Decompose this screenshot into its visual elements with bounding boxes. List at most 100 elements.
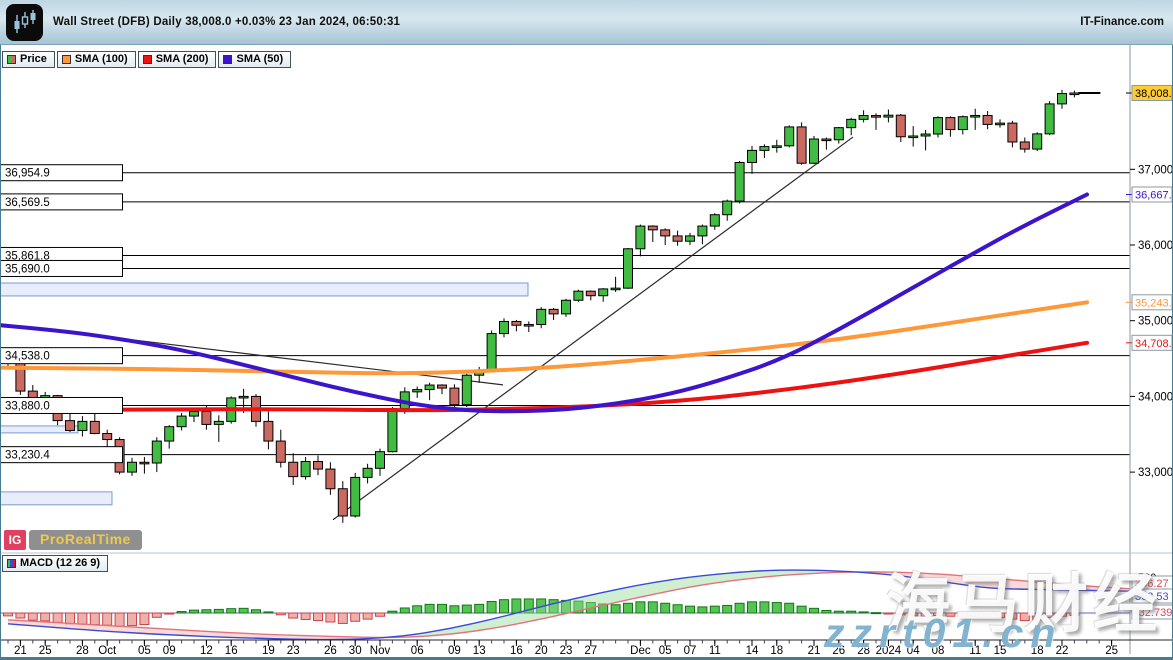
sma200-marker-label: 34,708..	[1135, 338, 1173, 350]
time-tick-label: Nov	[370, 645, 391, 657]
level-label: 33,880.0	[5, 400, 50, 412]
time-tick-label: 16	[225, 645, 238, 657]
macd-bar	[895, 612, 906, 616]
macd-bar	[1069, 612, 1080, 616]
macd-tab-label: MACD (12 26 9)	[20, 557, 101, 569]
candle-body	[89, 420, 100, 434]
candle-body	[747, 149, 757, 163]
candle-body	[102, 432, 113, 441]
time-axis[interactable]: 21 25 28 Oct 05 09 12 16 19 23 26 30 Nov 06 09 13 16 20 23…	[0, 639, 1173, 657]
candle-body	[821, 138, 832, 142]
ig-logo: IG	[4, 530, 26, 550]
macd-bar	[362, 612, 373, 620]
macd-bar	[660, 602, 671, 614]
legend-swatch-icon	[223, 55, 233, 64]
legend-swatch-icon	[61, 55, 71, 64]
macd-bar	[747, 601, 757, 614]
macd-bar	[523, 598, 534, 614]
macd-bar	[1019, 612, 1030, 622]
macd-indicator-tab[interactable]: MACD (12 26 9)	[2, 555, 109, 572]
legend-swatch-icon	[142, 55, 152, 64]
candle-body	[895, 114, 906, 138]
macd-bar	[1057, 612, 1067, 617]
macd-bar	[908, 612, 919, 617]
time-tick-label: 18	[1031, 645, 1044, 657]
price-tick-label: 33,000	[1138, 467, 1173, 479]
macd-bar	[499, 599, 509, 614]
legend-tab-price[interactable]: Price	[2, 51, 55, 68]
candle-body	[685, 235, 695, 242]
macd-bar	[449, 605, 460, 614]
candle-body	[387, 408, 398, 453]
candle-body	[449, 387, 460, 406]
macd-bar	[635, 601, 646, 614]
candle-body	[424, 384, 435, 391]
macd-bar	[461, 604, 472, 614]
macd-bar	[486, 600, 497, 614]
macd-bar	[151, 612, 162, 618]
time-tick-label: 08	[932, 645, 945, 657]
sma100-line[interactable]	[0, 300, 1089, 376]
time-tick-label: 09	[448, 645, 461, 657]
candle-body	[337, 488, 348, 517]
legend-tab-sma-100[interactable]: SMA (100)	[56, 51, 136, 68]
price-zone[interactable]	[0, 282, 529, 297]
legend-tab-label: Price	[20, 53, 47, 65]
macd-bar	[995, 612, 1005, 619]
candle-body	[833, 127, 844, 141]
candle-body	[127, 461, 137, 473]
candle-body	[412, 389, 423, 393]
candle-body	[486, 333, 497, 372]
candle-body	[499, 320, 509, 335]
time-tick-label: Dec	[630, 645, 651, 657]
sma100-marker: 35,243..	[1126, 294, 1173, 311]
candle-body	[523, 323, 534, 327]
candle-body	[883, 114, 894, 118]
legend-tab-sma-200[interactable]: SMA (200)	[137, 51, 217, 68]
candle-body	[585, 290, 596, 297]
candle-body	[660, 229, 671, 237]
macd-fill	[8, 619, 386, 641]
candle-body	[858, 115, 869, 120]
level-label: 35,861.8	[5, 250, 50, 262]
level-label: 36,569.5	[5, 197, 50, 209]
candle-body	[1069, 92, 1080, 96]
time-tick-label: 11	[969, 645, 981, 657]
time-tick-label: Oct	[98, 645, 117, 657]
macd-bar	[647, 601, 658, 614]
sma200-marker: 34,708..	[1126, 334, 1173, 351]
macd-bar	[102, 612, 113, 626]
sma50-line[interactable]	[0, 192, 1089, 414]
macd-bar	[350, 612, 361, 622]
level-label: 36,954.9	[5, 168, 50, 180]
macd-bar	[164, 612, 175, 615]
macd-bar	[759, 601, 770, 614]
price-zone[interactable]	[0, 491, 113, 506]
macd-bar	[313, 612, 323, 622]
macd-bar	[412, 605, 423, 614]
candle-body	[1007, 122, 1018, 143]
level-label: 35,690.0	[5, 263, 50, 275]
candle-body	[982, 114, 993, 125]
macd-bar	[300, 612, 311, 620]
price-tick-label: 35,000	[1138, 316, 1173, 328]
legend-tab-label: SMA (100)	[74, 53, 128, 65]
macd-bar	[474, 603, 485, 614]
legend-bar: Price SMA (100) SMA (200) SMA (50)	[2, 51, 292, 68]
trendline[interactable]	[332, 136, 854, 521]
macd-bar	[945, 612, 956, 617]
macd-bar	[722, 604, 733, 614]
macd-bar	[610, 604, 621, 614]
candle-body	[672, 235, 683, 242]
time-tick-label: 13	[473, 645, 486, 657]
price-axis[interactable]: 37,000 36,000 35,000 34,000 33,000	[1130, 164, 1173, 479]
candle-body	[461, 374, 472, 406]
candle-body	[151, 440, 162, 464]
time-tick-label: 09	[163, 645, 176, 657]
time-tick-label: 04	[907, 645, 920, 657]
macd-bar	[399, 607, 410, 614]
candle-body	[771, 145, 782, 148]
legend-tab-sma-50[interactable]: SMA (50)	[218, 51, 292, 68]
